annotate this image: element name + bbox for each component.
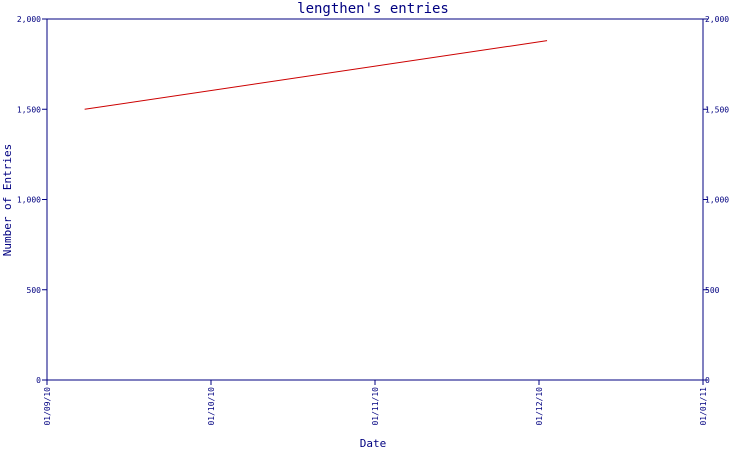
series-group (84, 40, 548, 110)
y-tick-label-right: 1,500 (705, 105, 729, 114)
y-tick-label-left: 500 (27, 286, 42, 295)
y-axis-right: 0 500 1,000 1,500 2,000 (703, 15, 729, 385)
x-axis-label: Date (360, 437, 387, 450)
x-tick-label: 01/09/10 (43, 387, 52, 426)
y-tick-label-left: 0 (36, 376, 41, 385)
y-tick-label-right: 500 (705, 286, 720, 295)
y-tick-label-right: 0 (705, 376, 710, 385)
x-tick-label: 01/12/10 (535, 387, 544, 426)
y-tick-label-right: 1,000 (705, 196, 729, 205)
x-tick-label: 01/10/10 (207, 387, 216, 426)
x-axis: 01/09/10 01/10/10 01/11/10 01/12/10 01/01/11 (43, 380, 708, 426)
y-tick-label-right: 2,000 (705, 15, 729, 24)
chart-title: lengthen's entries (297, 1, 449, 17)
y-tick-label-left: 1,000 (17, 196, 41, 205)
y-axis-left: 0 500 1,000 1,500 2,000 (17, 15, 47, 385)
series-line (84, 40, 548, 110)
x-tick-label: 01/11/10 (371, 387, 380, 426)
y-axis-label: Number of Entries (1, 144, 14, 257)
y-tick-label-left: 1,500 (17, 105, 41, 114)
plot-area (46, 18, 704, 381)
y-tick-label-left: 2,000 (17, 15, 41, 24)
x-tick-label: 01/01/11 (699, 387, 708, 426)
